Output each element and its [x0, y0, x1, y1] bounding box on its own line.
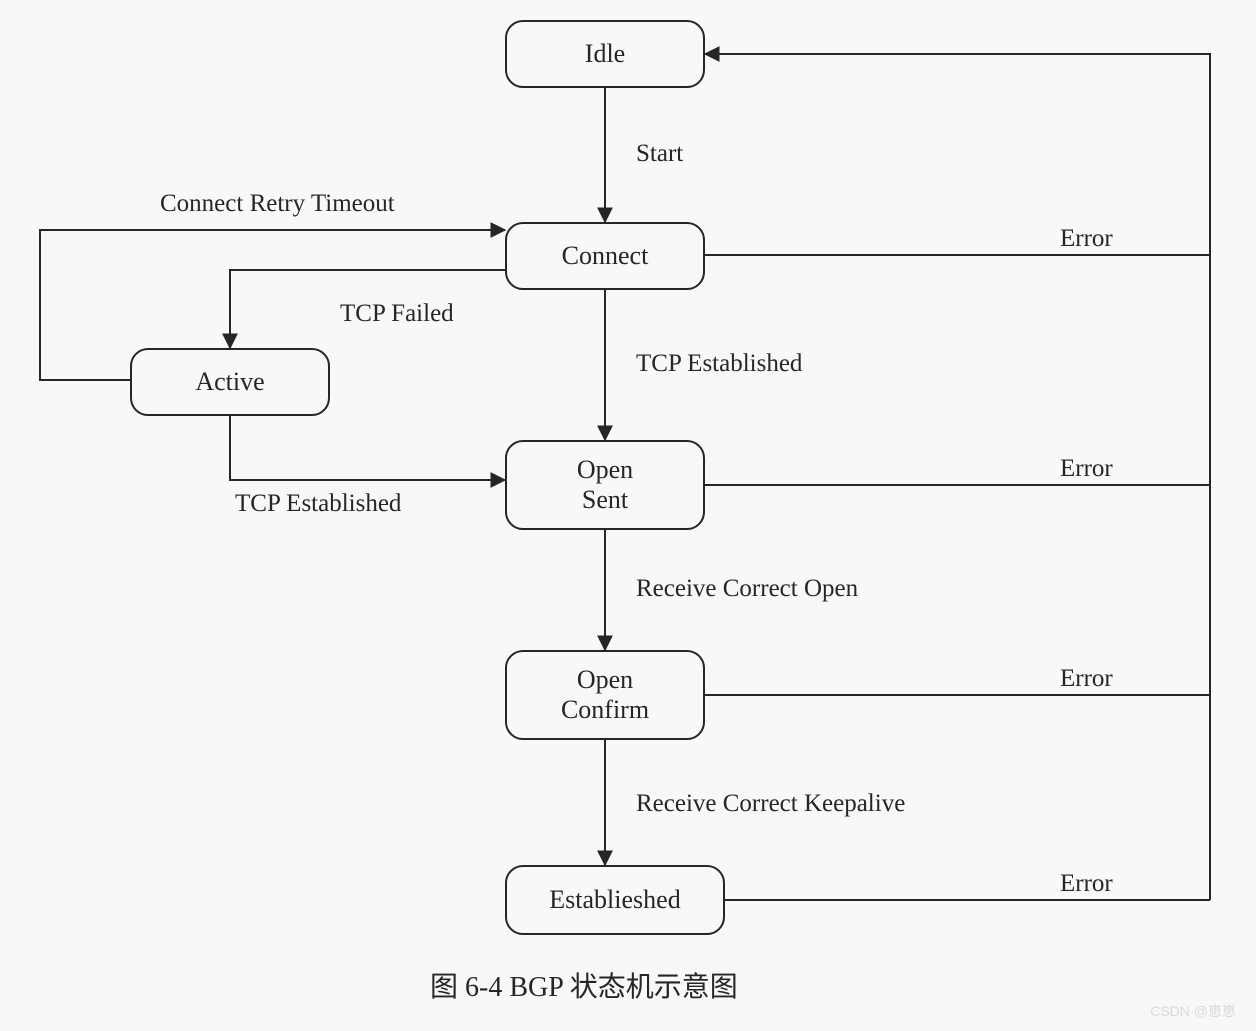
node-label: Idle — [585, 39, 625, 69]
node-active: Active — [130, 348, 330, 416]
node-label: Connect — [562, 241, 649, 271]
edge-label-start: Start — [636, 140, 683, 168]
edge-label-error-1: Error — [1060, 225, 1113, 253]
node-label: OpenSent — [577, 455, 633, 515]
watermark: CSDN @崽崽 — [1150, 1001, 1236, 1021]
node-label: Establieshed — [549, 885, 680, 915]
edge-label-receive-keepalive: Receive Correct Keepalive — [636, 790, 905, 818]
node-open-confirm: OpenConfirm — [505, 650, 705, 740]
node-connect: Connect — [505, 222, 705, 290]
edge-label-receive-open: Receive Correct Open — [636, 575, 858, 603]
edge-label-connect-retry: Connect Retry Timeout — [160, 190, 395, 218]
edge-label-tcp-established-1: TCP Established — [636, 350, 802, 378]
node-established: Establieshed — [505, 865, 725, 935]
edge-label-error-4: Error — [1060, 870, 1113, 898]
edge-error-bus-to-idle — [705, 54, 1210, 900]
node-open-sent: OpenSent — [505, 440, 705, 530]
node-label: OpenConfirm — [561, 665, 649, 725]
edge-label-tcp-failed: TCP Failed — [340, 300, 454, 328]
edge-label-error-2: Error — [1060, 455, 1113, 483]
node-label: Active — [195, 367, 264, 397]
edge-label-error-3: Error — [1060, 665, 1113, 693]
node-idle: Idle — [505, 20, 705, 88]
edge-label-tcp-established-2: TCP Established — [235, 490, 401, 518]
edge-active-opensent — [230, 416, 505, 480]
figure-caption: 图 6-4 BGP 状态机示意图 — [430, 965, 738, 1005]
